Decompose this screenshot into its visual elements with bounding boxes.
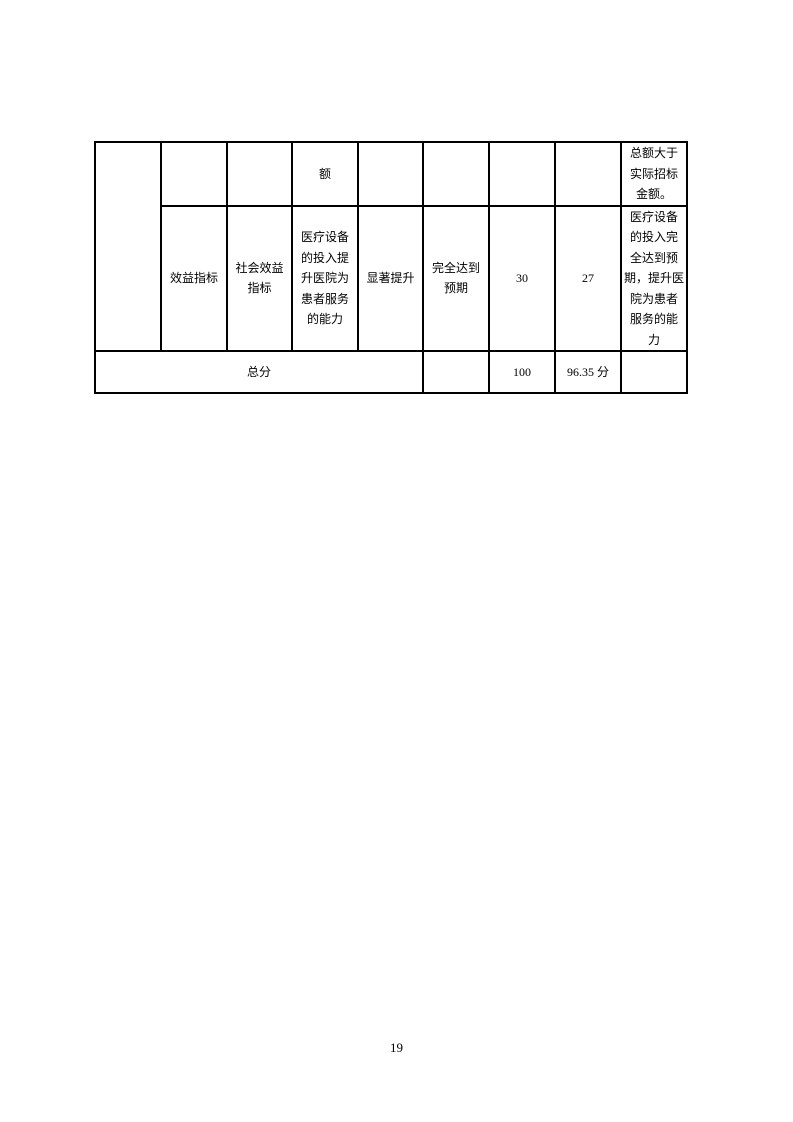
cell-benefit-target: 显著提升 [357, 204, 424, 352]
cell-empty-category-group [94, 141, 162, 352]
cell-benefit-indicator: 医疗设备 的投入提 升医院为 患者服务 的能力 [291, 204, 359, 352]
cell-total-label: 总分 [94, 350, 424, 394]
cell-total-weight: 100 [488, 350, 556, 394]
cell-empty-3 [357, 141, 424, 207]
table-row-continuation: 额 总额大于 实际招标 金额。 [94, 141, 688, 352]
table-row-total: 总分 100 96.35 分 [94, 350, 688, 394]
cell-empty-6 [554, 141, 622, 207]
cell-benefit-subcategory: 社会效益 指标 [226, 204, 293, 352]
page-number: 19 [390, 1040, 403, 1055]
cell-empty-5 [488, 141, 556, 207]
cell-empty-2 [226, 141, 293, 207]
cell-benefit-category: 效益指标 [160, 204, 228, 352]
cell-empty-4 [422, 141, 490, 207]
cell-benefit-weight: 30 [488, 204, 556, 352]
cell-benefit-actual: 完全达到 预期 [422, 204, 490, 352]
cell-benefit-score: 27 [554, 204, 622, 352]
cell-indicator-fragment: 额 [291, 141, 359, 207]
performance-score-table: 额 总额大于 实际招标 金额。 效益指标 社会效益 指标 医疗设备 的投入提 升… [94, 141, 688, 394]
table-row-benefit-indicator: 效益指标 社会效益 指标 医疗设备 的投入提 升医院为 患者服务 的能力 显著提… [95, 204, 688, 352]
cell-total-score: 96.35 分 [554, 350, 622, 394]
cell-note-fragment: 总额大于 实际招标 金额。 [620, 141, 688, 207]
cell-total-empty-1 [422, 350, 490, 394]
cell-total-empty-2 [620, 350, 688, 394]
cell-benefit-note: 医疗设备 的投入完 全达到预 期，提升医 院为患者 服务的能 力 [620, 204, 688, 352]
cell-empty-1 [160, 141, 228, 207]
